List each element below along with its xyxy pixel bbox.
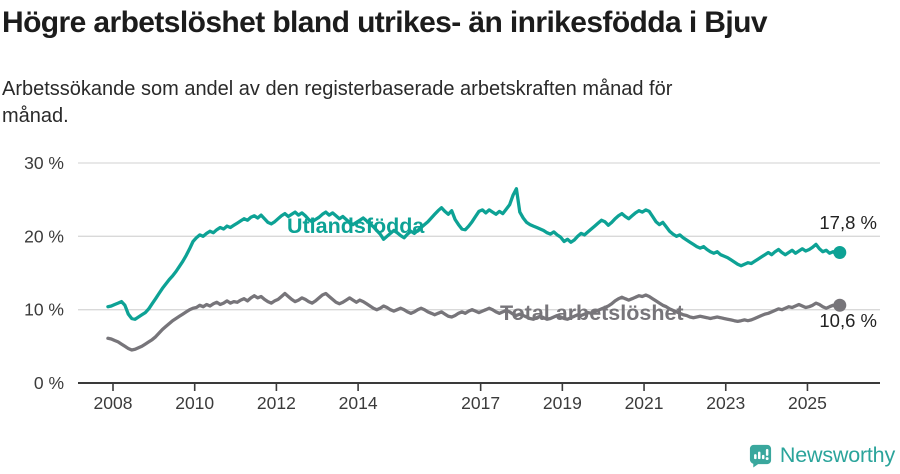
logo-bar-3 (761, 454, 765, 460)
series-label-total-arbetsloshet: Total arbetslöshet (500, 301, 684, 325)
x-axis-label: 2019 (543, 393, 582, 413)
series-end-dot-utlandsfodda (833, 245, 847, 259)
series-line-utlandsfodda (106, 187, 842, 321)
y-axis-label: 20 % (24, 226, 64, 246)
x-axis-label: 2010 (175, 393, 214, 413)
series-end-dot-total-arbetsloshet (833, 298, 847, 312)
series-label-utlandsfodda: Utlandsfödda (287, 214, 425, 238)
logo-bar-1 (753, 454, 757, 460)
chart-subtitle: Arbetssökande som andel av den registerb… (2, 78, 673, 127)
x-axis-label: 2012 (257, 393, 296, 413)
logo-bar-2 (757, 451, 761, 460)
x-axis-label: 2017 (461, 393, 500, 413)
logo-exclamation-stem (765, 448, 769, 456)
x-axis-label: 2023 (706, 393, 745, 413)
series-line-total-arbetsloshet (106, 291, 842, 352)
y-axis-label: 30 % (24, 153, 64, 173)
series-end-value-total-arbetsloshet: 10,6 % (819, 310, 877, 331)
x-axis-label: 2021 (625, 393, 664, 413)
page-title: Högre arbetslöshet bland utrikes- än inr… (2, 6, 768, 39)
newsworthy-logo-text: Newsworthy (779, 443, 895, 467)
x-axis-label: 2025 (788, 393, 827, 413)
x-axis-label: 2008 (94, 393, 133, 413)
x-axis-label: 2014 (339, 393, 378, 413)
series-end-value-utlandsfodda: 17,8 % (819, 212, 877, 233)
logo-exclamation-dot (765, 457, 769, 461)
line-chart: 30 % 20 % 10 % 0 % 2008 2010 2012 2014 2017 2019 2… (24, 153, 880, 413)
y-axis-label: 0 % (34, 373, 64, 393)
footer-brand: Newsworthy (748, 443, 895, 468)
y-axis-label: 10 % (24, 300, 64, 320)
newsworthy-logo-icon (749, 444, 771, 468)
